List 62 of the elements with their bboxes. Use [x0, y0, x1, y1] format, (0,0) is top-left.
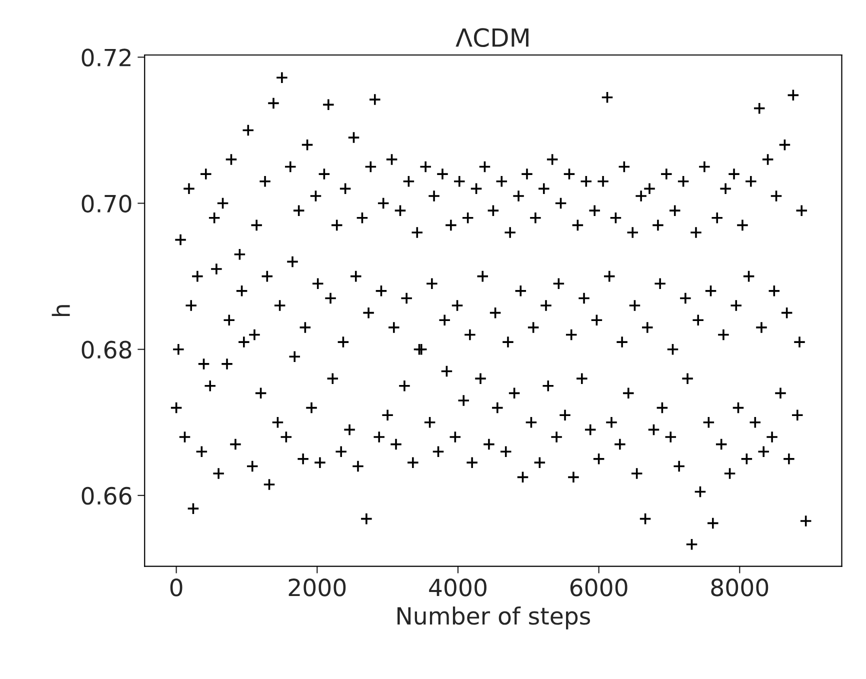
- point: [197, 358, 210, 370]
- point: [489, 306, 502, 320]
- point: [426, 277, 438, 290]
- x-tick-label: 4000: [429, 578, 486, 596]
- point: [552, 277, 565, 290]
- point: [565, 328, 578, 342]
- point: [793, 336, 806, 348]
- point: [514, 284, 527, 298]
- point: [768, 284, 780, 298]
- point: [603, 270, 616, 283]
- point: [248, 328, 261, 342]
- point: [502, 336, 514, 348]
- point: [578, 292, 590, 305]
- point: [312, 277, 324, 290]
- point: [184, 299, 198, 312]
- y-tick-label: 0.72: [82, 48, 130, 66]
- point: [628, 299, 642, 312]
- point: [730, 299, 742, 312]
- point: [388, 321, 400, 334]
- point: [654, 277, 666, 290]
- point: [274, 299, 286, 312]
- point: [210, 262, 223, 276]
- point: [742, 270, 756, 283]
- point: [692, 314, 704, 326]
- x-tick-label: 8000: [711, 578, 768, 596]
- point: [362, 306, 375, 320]
- point: [172, 343, 185, 356]
- x-tick-label: 2000: [288, 578, 346, 596]
- point: [298, 321, 312, 334]
- point: [450, 299, 464, 312]
- x-tick-label: 6000: [570, 578, 628, 596]
- point: [704, 284, 718, 298]
- point: [260, 270, 274, 283]
- y-tick-label: 0.66: [82, 486, 132, 505]
- point: [438, 314, 451, 326]
- y-axis-title: h: [52, 305, 70, 316]
- point: [324, 292, 337, 305]
- point: [679, 292, 692, 305]
- x-axis-title: Number of steps: [398, 606, 590, 630]
- point: [374, 284, 388, 298]
- x-tick-label: 0: [170, 578, 182, 596]
- point: [540, 299, 552, 312]
- point: [717, 328, 730, 342]
- point: [590, 314, 603, 326]
- chart-title: ΛCDM: [456, 28, 528, 48]
- y-tick-label: 0.68: [82, 340, 132, 359]
- point: [336, 336, 350, 348]
- point: [350, 270, 362, 283]
- point: [400, 292, 413, 305]
- point: [616, 336, 628, 348]
- point: [236, 284, 248, 298]
- y-tick-label: 0.70: [82, 194, 132, 213]
- point: [286, 255, 299, 268]
- point: [755, 321, 768, 334]
- point: [412, 343, 426, 356]
- point: [222, 314, 236, 326]
- point: [780, 306, 794, 320]
- point: [666, 343, 680, 356]
- point: [476, 270, 489, 283]
- point: [641, 321, 654, 334]
- point: [464, 328, 476, 342]
- point: [527, 321, 540, 334]
